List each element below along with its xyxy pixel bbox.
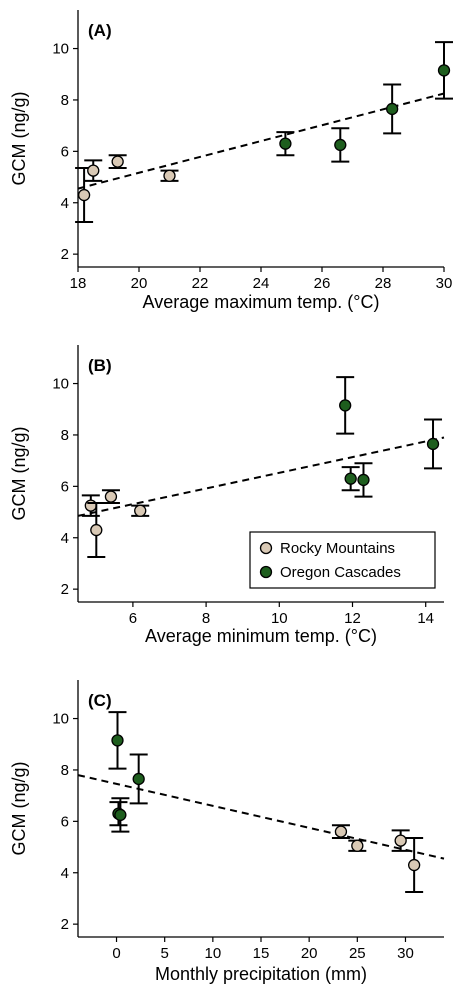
x-tick-label: 30 (397, 945, 414, 962)
legend: Rocky Mountains Oregon Cascades (249, 531, 436, 589)
x-tick-label: 5 (161, 945, 169, 962)
x-tick-label: 20 (301, 945, 318, 962)
panel-label: (A) (88, 21, 112, 40)
panel-b: 2 4 6 8 10 6 8 10 12 14 Average minimum temp. (°C)… (9, 345, 445, 646)
data-point-rocky (84, 499, 97, 512)
y-axis-label: GCM (ng/g) (9, 91, 29, 185)
y-tick-label: 6 (61, 478, 69, 495)
panel-label: (B) (88, 356, 112, 375)
x-axis-label: Monthly precipitation (mm) (155, 964, 367, 984)
data-point-rocky (77, 188, 91, 202)
x-tick-label: 30 (436, 275, 453, 292)
x-tick-label: 25 (349, 945, 366, 962)
data-point-rocky (351, 839, 364, 852)
y-tick-label: 2 (61, 916, 69, 933)
legend-entry: Oregon Cascades (280, 564, 401, 581)
data-point-rocky (394, 834, 407, 847)
trend-line (77, 436, 445, 517)
y-tick-label: 4 (61, 865, 69, 882)
y-tick-label: 8 (61, 762, 69, 779)
data-point-rocky (104, 490, 118, 503)
y-tick-label: 2 (61, 581, 69, 598)
data-point-oregon (132, 772, 145, 786)
legend-marker (259, 541, 273, 555)
x-tick-label: 20 (131, 275, 148, 292)
y-axis-label: GCM (ng/g) (9, 761, 29, 855)
x-tick-label: 12 (344, 610, 361, 627)
data-point-oregon (357, 473, 370, 487)
data-point-rocky (163, 169, 176, 182)
x-tick-label: 6 (129, 610, 137, 627)
x-tick-label: 0 (112, 945, 120, 962)
data-point-oregon (426, 437, 440, 451)
y-tick-label: 10 (52, 376, 69, 393)
x-tick-label: 10 (271, 610, 288, 627)
x-tick-label: 24 (253, 275, 270, 292)
x-tick-label: 18 (70, 275, 87, 292)
y-tick-label: 6 (61, 813, 69, 830)
data-point-oregon (385, 102, 399, 116)
legend-entry: Rocky Mountains (280, 540, 395, 557)
data-point-oregon (437, 64, 451, 77)
x-axis-label: Average minimum temp. (°C) (145, 626, 377, 646)
data-point-oregon (114, 808, 127, 822)
data-point-oregon (344, 472, 357, 485)
data-point-rocky (334, 825, 348, 838)
y-tick-label: 10 (52, 711, 69, 728)
x-tick-label: 26 (314, 275, 331, 292)
x-tick-label: 8 (202, 610, 210, 627)
legend-marker (259, 565, 273, 579)
data-point-rocky (87, 164, 100, 177)
data-point-rocky (90, 523, 103, 537)
y-axis-label: GCM (ng/g) (9, 426, 29, 520)
y-tick-label: 2 (61, 246, 69, 263)
data-point-rocky (407, 858, 421, 872)
x-tick-label: 14 (417, 610, 434, 627)
legend-box (249, 531, 436, 589)
y-tick-label: 8 (61, 427, 69, 444)
x-tick-label: 22 (192, 275, 209, 292)
panel-c: 2 4 6 8 10 0 5 10 15 20 25 30 Monthly precipitation … (9, 680, 445, 984)
trend-line (77, 92, 445, 190)
trend-line (77, 774, 445, 860)
data-point-oregon (339, 399, 352, 412)
data-point-oregon (111, 734, 124, 747)
panel-label: (C) (88, 691, 112, 710)
data-point-oregon (279, 137, 292, 150)
data-point-rocky (134, 504, 147, 517)
y-tick-label: 6 (61, 143, 69, 160)
y-tick-label: 4 (61, 530, 69, 547)
x-axis-label: Average maximum temp. (°C) (143, 292, 380, 312)
x-tick-label: 15 (253, 945, 270, 962)
y-tick-label: 8 (61, 92, 69, 109)
data-point-rocky (111, 155, 124, 168)
x-tick-label: 28 (375, 275, 392, 292)
y-tick-label: 4 (61, 195, 69, 212)
data-point-oregon (334, 138, 347, 152)
x-tick-label: 10 (204, 945, 221, 962)
y-tick-label: 10 (52, 41, 69, 58)
